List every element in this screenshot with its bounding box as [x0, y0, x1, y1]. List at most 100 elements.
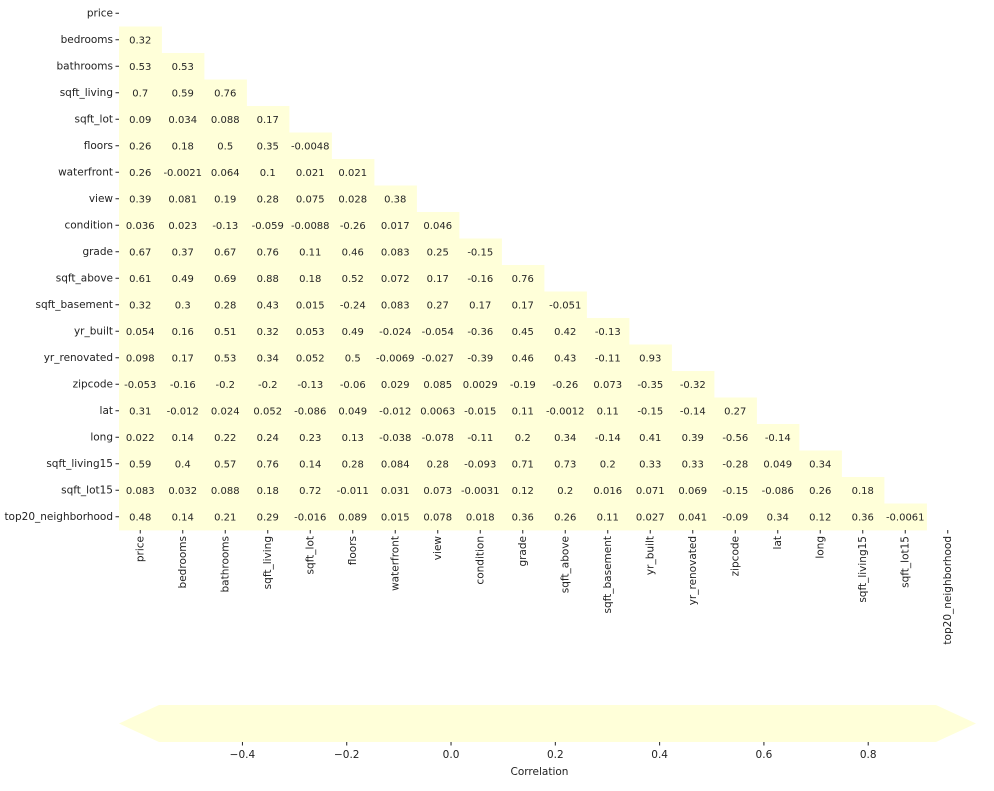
cell-label-grade-condition: -0.15: [467, 247, 493, 258]
cell-label-sqft_living-bedrooms: 0.59: [172, 88, 194, 99]
cell-sqft_basement-condition: [459, 291, 502, 319]
cell-sqft_lot15-floors: [331, 477, 375, 504]
cell-label-lat-sqft_basement: 0.11: [597, 406, 619, 417]
cell-label-top20_neighborhood-grade: 0.36: [512, 512, 534, 523]
cell-label-lat-yr_renovated: -0.14: [680, 406, 706, 417]
cell-label-top20_neighborhood-long: 0.12: [809, 512, 831, 523]
colorbar-tick-label-1: −0.2: [334, 749, 360, 761]
column-labels: price bedrooms bathrooms sqft_living sqft_lo…: [134, 530, 954, 645]
cell-label-yr_built-view: -0.054: [422, 327, 454, 338]
cell-label-yr_renovated-yr_built: 0.93: [639, 353, 661, 364]
cell-sqft_above-sqft_lot: [289, 265, 332, 292]
row-label-sqft_basement: sqft_basement: [35, 299, 113, 311]
col-label-view: view: [432, 536, 444, 561]
cell-label-yr_built-sqft_living: 0.32: [257, 327, 279, 338]
cell-sqft_living15-sqft_living: [246, 450, 290, 478]
cell-sqft_above-condition: [459, 265, 502, 292]
cell-view-sqft_lot: [289, 185, 332, 213]
cell-label-long-bedrooms: 0.14: [172, 433, 194, 444]
cell-bathrooms-price: [119, 53, 162, 80]
col-label-condition: condition: [474, 536, 486, 585]
cell-label-sqft_living15-floors: 0.28: [342, 459, 364, 470]
row-label-sqft_lot: sqft_lot: [75, 113, 113, 125]
cell-label-zipcode-grade: -0.19: [510, 380, 536, 391]
cell-label-lat-floors: 0.049: [338, 406, 367, 417]
cell-zipcode-sqft_above: [544, 371, 587, 398]
cell-lat-sqft_basement: [586, 397, 630, 425]
cell-top20_neighborhood-sqft_living: [246, 503, 290, 531]
cell-label-sqft_living-price: 0.7: [132, 88, 148, 99]
row-label-waterfront: waterfront: [58, 166, 113, 178]
cell-label-waterfront-bedrooms: -0.0021: [163, 168, 202, 179]
cell-label-sqft_lot15-price: 0.083: [126, 486, 155, 497]
cell-sqft_above-waterfront: [374, 265, 417, 292]
row-label-view: view: [89, 193, 114, 205]
cell-sqft_lot15-sqft_living15: [841, 477, 885, 504]
cell-zipcode-floors: [331, 371, 375, 398]
cell-label-sqft_basement-floors: -0.24: [340, 300, 366, 311]
cell-label-yr_renovated-floors: 0.5: [345, 353, 361, 364]
cell-long-floors: [331, 424, 375, 451]
cell-label-sqft_living15-waterfront: 0.084: [381, 459, 410, 470]
row-label-zipcode: zipcode: [73, 378, 113, 390]
cell-grade-sqft_lot: [289, 238, 332, 266]
cell-yr_renovated-yr_built: [629, 344, 672, 372]
cell-sqft_basement-bathrooms: [204, 291, 247, 319]
row-label-sqft_living: sqft_living: [60, 87, 113, 99]
cell-yr_built-condition: [459, 318, 502, 345]
cell-label-condition-sqft_living: -0.059: [252, 221, 284, 232]
cell-sqft_lot-price: [119, 106, 162, 133]
col-label-sqft_lot: sqft_lot: [304, 536, 316, 574]
cell-label-long-view: -0.078: [422, 433, 454, 444]
cell-label-sqft_living15-grade: 0.71: [512, 459, 534, 470]
cell-sqft_living-bathrooms: [204, 79, 247, 107]
cell-sqft_living-bedrooms: [161, 79, 205, 107]
cell-yr_built-bedrooms: [161, 318, 205, 345]
row-label-sqft_living15: sqft_living15: [46, 458, 113, 470]
cell-label-lat-condition: -0.015: [464, 406, 496, 417]
cell-zipcode-yr_built: [629, 371, 672, 398]
cell-label-lat-sqft_above: -0.0012: [546, 406, 585, 417]
cell-sqft_living15-condition: [459, 450, 502, 478]
cell-label-waterfront-sqft_lot: 0.021: [296, 168, 325, 179]
cell-label-yr_renovated-grade: 0.46: [512, 353, 534, 364]
cell-lat-price: [119, 397, 162, 425]
cell-sqft_basement-sqft_lot: [289, 291, 332, 319]
cell-floors-sqft_lot: [289, 132, 332, 160]
cell-label-sqft_basement-bathrooms: 0.28: [214, 300, 236, 311]
cell-label-sqft_living15-lat: 0.049: [763, 459, 792, 470]
cell-lat-sqft_above: [544, 397, 587, 425]
colorbar-extend-high: [936, 705, 976, 742]
cell-label-top20_neighborhood-bedrooms: 0.14: [172, 512, 194, 523]
cell-label-grade-bathrooms: 0.67: [214, 247, 236, 258]
cell-lat-waterfront: [374, 397, 417, 425]
cell-label-sqft_lot15-condition: -0.0031: [461, 486, 500, 497]
cell-condition-bathrooms: [204, 212, 247, 239]
cell-top20_neighborhood-sqft_basement: [586, 503, 630, 531]
cell-zipcode-price: [119, 371, 162, 398]
cell-sqft_lot15-yr_renovated: [671, 477, 715, 504]
cell-label-lat-grade: 0.11: [512, 406, 534, 417]
cell-label-long-sqft_lot: 0.23: [299, 433, 321, 444]
cell-sqft_lot15-sqft_lot: [289, 477, 332, 504]
cell-label-sqft_living15-sqft_lot: 0.14: [299, 459, 321, 470]
cell-sqft_living15-bedrooms: [161, 450, 205, 478]
cell-label-bedrooms-price: 0.32: [129, 35, 151, 46]
cell-zipcode-waterfront: [374, 371, 417, 398]
row-label-yr_renovated: yr_renovated: [44, 352, 113, 364]
col-label-lat: lat: [772, 536, 784, 549]
col-label-sqft_living15: sqft_living15: [857, 536, 869, 603]
cell-label-sqft_lot15-view: 0.073: [423, 486, 452, 497]
cell-grade-view: [416, 238, 460, 266]
cell-yr_renovated-floors: [331, 344, 375, 372]
cell-label-zipcode-yr_built: -0.35: [637, 380, 663, 391]
cell-label-lat-sqft_living: 0.052: [253, 406, 282, 417]
cell-grade-bedrooms: [161, 238, 205, 266]
cell-label-sqft_living15-price: 0.59: [129, 459, 151, 470]
cell-label-sqft_living15-long: 0.34: [809, 459, 831, 470]
cell-label-zipcode-view: 0.085: [423, 380, 452, 391]
cell-label-sqft_above-sqft_living: 0.88: [257, 274, 279, 285]
cell-label-sqft_living15-yr_built: 0.33: [639, 459, 661, 470]
colorbar-tick-label-0: −0.4: [230, 749, 256, 761]
cell-sqft_basement-view: [416, 291, 460, 319]
